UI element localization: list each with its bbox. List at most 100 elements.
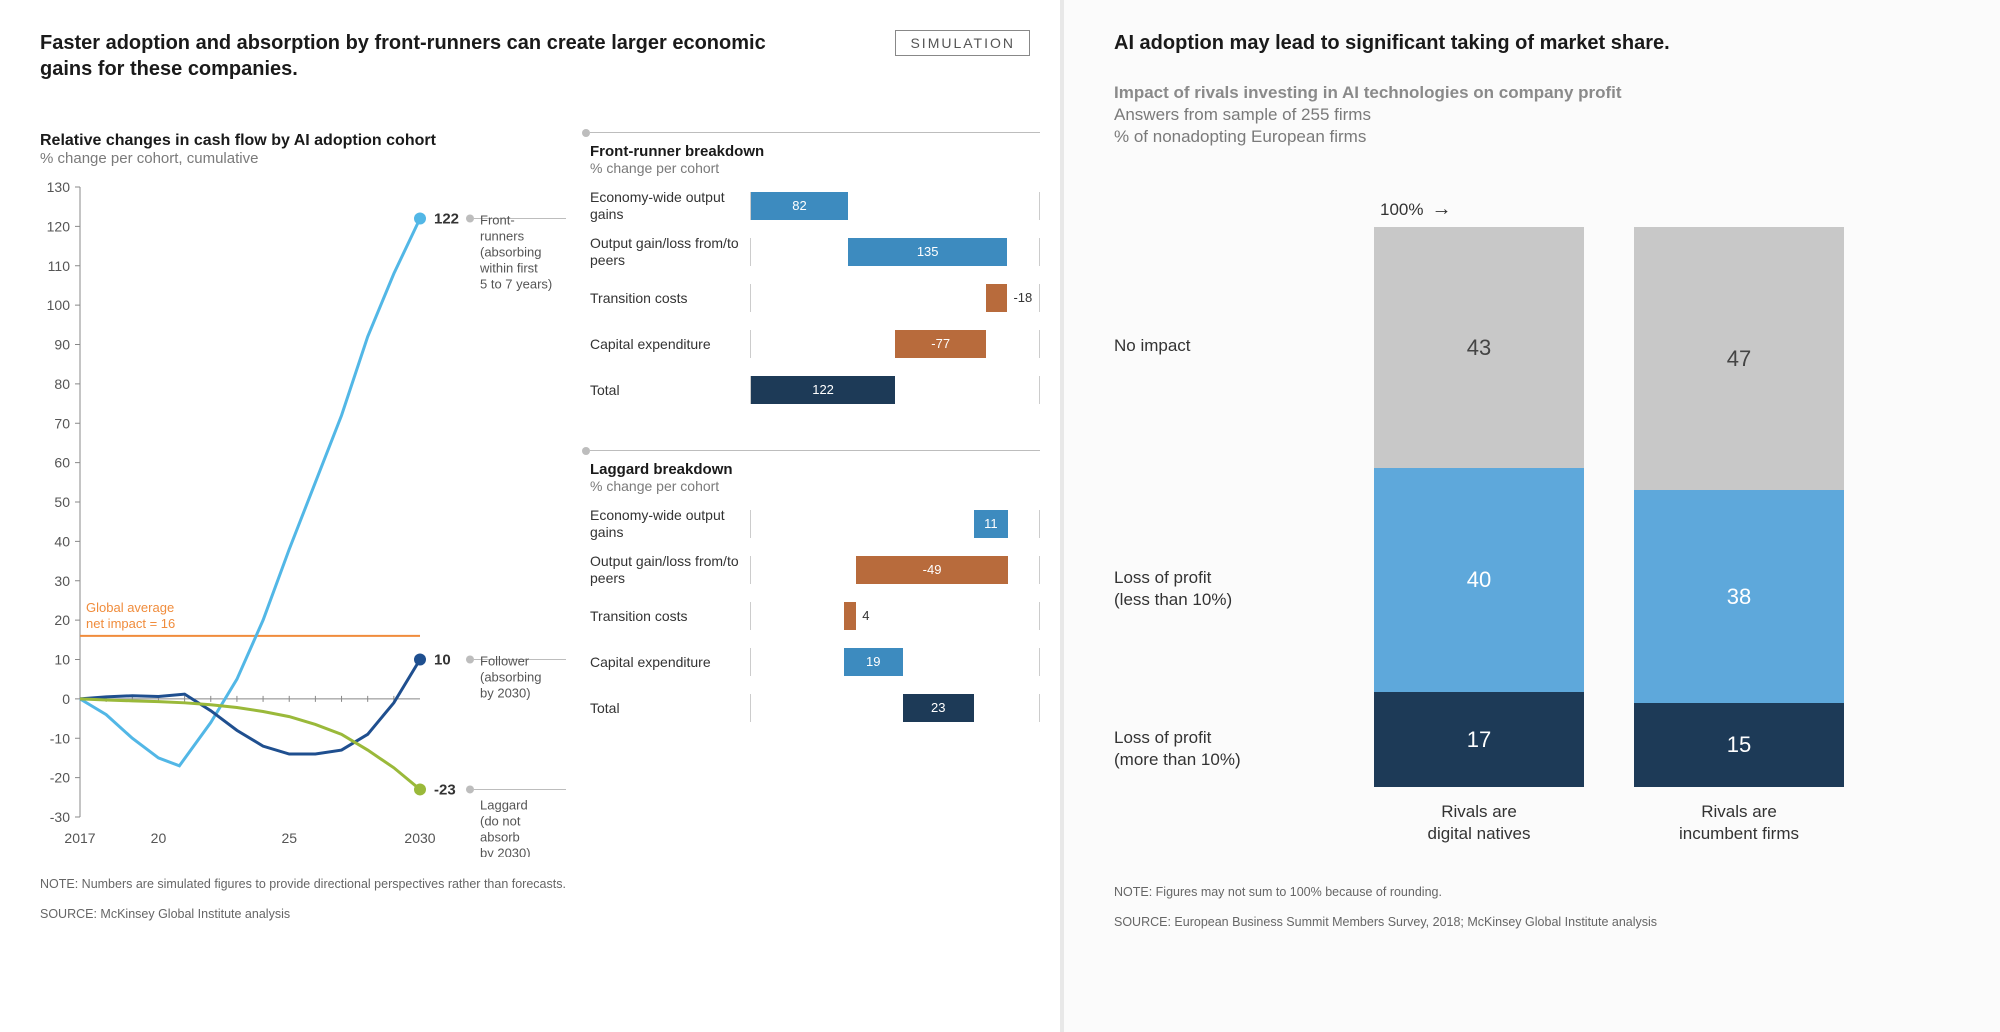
svg-text:by 2030): by 2030) bbox=[480, 845, 531, 857]
breakdown-column: Front-runner breakdown % change per coho… bbox=[570, 132, 1040, 857]
svg-text:20: 20 bbox=[151, 830, 167, 846]
svg-text:30: 30 bbox=[54, 573, 70, 589]
waterfall-row-value: -77 bbox=[931, 330, 950, 358]
waterfall-row-label: Capital expenditure bbox=[590, 654, 750, 671]
svg-text:10: 10 bbox=[54, 652, 70, 668]
svg-text:within first: within first bbox=[479, 261, 538, 276]
waterfall-row: Capital expenditure -77 bbox=[590, 324, 1040, 364]
svg-text:0: 0 bbox=[62, 691, 70, 707]
waterfall-row: Total 23 bbox=[590, 688, 1040, 728]
waterfall-row-label: Total bbox=[590, 382, 750, 399]
svg-text:50: 50 bbox=[54, 494, 70, 510]
waterfall-row-value: 19 bbox=[866, 648, 880, 676]
waterfall-row-bar: 4 bbox=[750, 602, 1040, 630]
waterfall-row-bar: 11 bbox=[750, 510, 1040, 538]
stacked-segment: 38 bbox=[1634, 490, 1844, 703]
stacked-bar-label: Rivals areincumbent firms bbox=[1634, 801, 1844, 845]
waterfall-row-label: Total bbox=[590, 700, 750, 717]
svg-text:Global average: Global average bbox=[86, 600, 174, 615]
svg-text:120: 120 bbox=[47, 218, 71, 234]
svg-text:(absorbing: (absorbing bbox=[480, 670, 541, 685]
waterfall-row: Transition costs 4 bbox=[590, 596, 1040, 636]
svg-text:10: 10 bbox=[434, 652, 451, 669]
frontrunner-waterfall: Economy-wide output gains82Output gain/l… bbox=[590, 186, 1040, 410]
svg-text:80: 80 bbox=[54, 376, 70, 392]
waterfall-row-label: Economy-wide output gains bbox=[590, 507, 750, 541]
waterfall-row-value: 4 bbox=[862, 602, 869, 630]
waterfall-row-value: -18 bbox=[1013, 284, 1032, 312]
left-note: NOTE: Numbers are simulated figures to p… bbox=[40, 877, 1040, 891]
stacked-bar-label: Rivals aredigital natives bbox=[1374, 801, 1584, 845]
stacked-segment: 47 bbox=[1634, 227, 1844, 490]
left-panel: Faster adoption and absorption by front-… bbox=[0, 0, 1060, 1032]
waterfall-row-bar: 135 bbox=[750, 238, 1040, 266]
svg-text:5 to 7 years): 5 to 7 years) bbox=[480, 277, 552, 292]
svg-text:-23: -23 bbox=[434, 781, 456, 798]
stacked-bar: 473815 Rivals areincumbent firms bbox=[1634, 227, 1844, 845]
right-subtitle2: Answers from sample of 255 firms bbox=[1114, 104, 1960, 126]
svg-text:-20: -20 bbox=[50, 770, 70, 786]
line-chart-block: Relative changes in cash flow by AI adop… bbox=[40, 132, 570, 857]
stacked-segment-label: Loss of profit(less than 10%) bbox=[1114, 567, 1364, 611]
stacked-segment: 17 bbox=[1374, 692, 1584, 787]
waterfall-row-bar: -18 bbox=[750, 284, 1040, 312]
svg-text:100: 100 bbox=[47, 297, 71, 313]
svg-text:net impact = 16: net impact = 16 bbox=[86, 616, 175, 631]
frontrunner-breakdown-title: Front-runner breakdown bbox=[590, 143, 1040, 160]
svg-text:by 2030): by 2030) bbox=[480, 686, 531, 701]
svg-text:2017: 2017 bbox=[64, 830, 95, 846]
laggard-breakdown: Laggard breakdown % change per cohort Ec… bbox=[590, 450, 1040, 728]
line-chart-subtitle: % change per cohort, cumulative bbox=[40, 150, 570, 167]
svg-text:runners: runners bbox=[480, 229, 525, 244]
hundred-text: 100% bbox=[1380, 200, 1423, 220]
left-title: Faster adoption and absorption by front-… bbox=[40, 30, 780, 82]
page-root: Faster adoption and absorption by front-… bbox=[0, 0, 2000, 1032]
laggard-breakdown-subtitle: % change per cohort bbox=[590, 478, 1040, 494]
waterfall-row-bar: 19 bbox=[750, 648, 1040, 676]
svg-text:-10: -10 bbox=[50, 730, 70, 746]
svg-text:-30: -30 bbox=[50, 809, 70, 825]
svg-text:Follower: Follower bbox=[480, 654, 530, 669]
waterfall-row-label: Transition costs bbox=[590, 608, 750, 625]
svg-text:70: 70 bbox=[54, 415, 70, 431]
svg-text:Front-: Front- bbox=[480, 213, 515, 228]
stacked-segment-label: No impact bbox=[1114, 335, 1364, 357]
waterfall-row-label: Economy-wide output gains bbox=[590, 189, 750, 223]
svg-text:110: 110 bbox=[48, 258, 71, 274]
svg-text:(do not: (do not bbox=[480, 813, 521, 828]
svg-text:20: 20 bbox=[54, 612, 70, 628]
waterfall-row-value: -49 bbox=[923, 556, 942, 584]
waterfall-row-value: 135 bbox=[917, 238, 939, 266]
line-chart-svg: -30-20-100102030405060708090100110120130… bbox=[40, 177, 570, 857]
stacked-segment: 15 bbox=[1634, 703, 1844, 787]
waterfall-row-bar: -77 bbox=[750, 330, 1040, 358]
waterfall-row-value: 23 bbox=[931, 694, 945, 722]
waterfall-row-bar: 23 bbox=[750, 694, 1040, 722]
line-chart-title: Relative changes in cash flow by AI adop… bbox=[40, 132, 570, 150]
waterfall-row-label: Output gain/loss from/to peers bbox=[590, 553, 750, 587]
svg-text:122: 122 bbox=[434, 211, 459, 228]
waterfall-row-value: 122 bbox=[812, 376, 834, 404]
right-note: NOTE: Figures may not sum to 100% becaus… bbox=[1114, 885, 1960, 899]
waterfall-row-label: Transition costs bbox=[590, 290, 750, 307]
waterfall-row: Capital expenditure 19 bbox=[590, 642, 1040, 682]
stacked-chart-wrap: No impactLoss of profit(less than 10%)Lo… bbox=[1114, 198, 1960, 845]
svg-text:absorb: absorb bbox=[480, 829, 520, 844]
svg-text:(absorbing: (absorbing bbox=[480, 245, 541, 260]
arrow-right-icon: → bbox=[1431, 198, 1451, 221]
waterfall-row-value: 11 bbox=[984, 510, 998, 538]
waterfall-row-bar: -49 bbox=[750, 556, 1040, 584]
waterfall-row: Output gain/loss from/to peers135 bbox=[590, 232, 1040, 272]
waterfall-row-label: Capital expenditure bbox=[590, 336, 750, 353]
svg-text:Laggard: Laggard bbox=[480, 797, 528, 812]
svg-text:60: 60 bbox=[54, 455, 70, 471]
laggard-breakdown-title: Laggard breakdown bbox=[590, 461, 1040, 478]
right-title: AI adoption may lead to significant taki… bbox=[1114, 30, 1960, 56]
right-subtitle1: Impact of rivals investing in AI technol… bbox=[1114, 82, 1960, 104]
right-panel: AI adoption may lead to significant taki… bbox=[1060, 0, 2000, 1032]
svg-text:25: 25 bbox=[281, 830, 297, 846]
simulation-badge: SIMULATION bbox=[895, 30, 1030, 56]
svg-text:40: 40 bbox=[54, 533, 70, 549]
left-source: SOURCE: McKinsey Global Institute analys… bbox=[40, 907, 1040, 921]
hundred-percent-label: 100% → bbox=[1380, 198, 1960, 221]
